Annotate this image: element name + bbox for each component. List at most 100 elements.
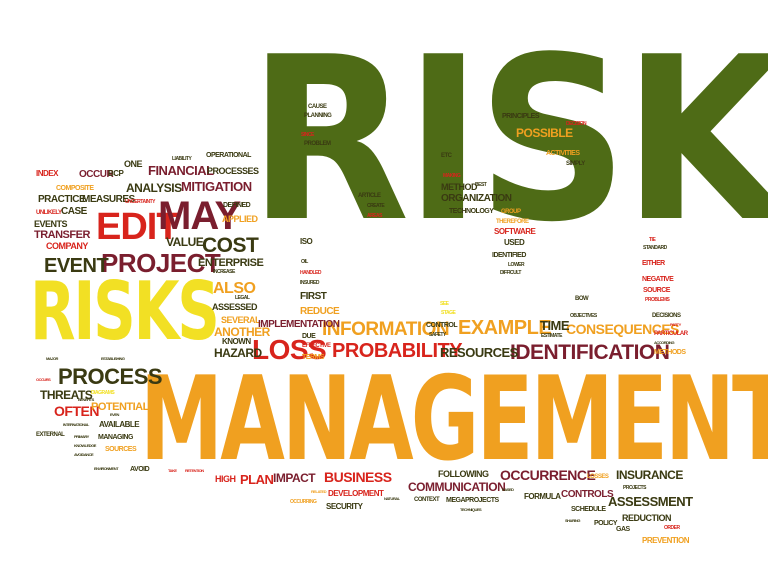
word-transfer: TRANSFER [34,229,90,241]
word-major: MAJOR [46,356,58,361]
word-may: MAY [158,194,241,238]
word-assessed: ASSESSED [212,302,258,312]
word-value: VALUE [166,235,204,249]
word-mitigation: MITIGATION [181,179,252,194]
word-prevention: PREVENTION [642,536,690,545]
word-controls: CONTROLS [561,489,614,500]
word-context: CONTEXT [414,497,440,503]
word-order: ORDER [664,525,680,531]
word-often: OFTEN [54,403,99,419]
word-benefits: BENEFITS [78,397,94,402]
word-party: PARTY [670,322,681,327]
word-since: SINCE [301,132,314,138]
word-based: BASED [502,487,514,492]
word-identification: IDENTIFICATION [510,341,670,364]
word-example: EXAMPLE [458,317,552,339]
word-implementation: IMPLEMENTATION [258,319,340,330]
word-financial: FINANCIAL [148,163,214,178]
word-process: PROCESS [58,364,163,389]
word-effective: EFFECTIVE [302,343,331,349]
word-bow: BOW [575,296,589,302]
word-avoidance: AVOIDANCE [74,452,94,457]
word-therefore: THEREFORE [496,219,529,225]
word-cost: COST [202,234,259,257]
word-cause: CAUSE [308,104,327,110]
word-source: SOURCE [643,287,670,294]
word-areas: AREAS [367,213,383,219]
word-composite: COMPOSITE [56,185,94,192]
word-primary: PRIMARY [74,434,89,439]
word-see: SEE [440,301,449,307]
word-threats: THREATS [40,388,93,402]
word-first: FIRST [300,291,327,302]
word-loss: LOSS [252,334,327,365]
word-sources: SOURCES [105,446,137,453]
word-business: BUSINESS [324,469,392,485]
word-probability: PROBABILITY [332,340,463,362]
word-resources: RESOURCES [440,345,518,360]
word-safety: SAFETY [429,332,446,338]
word-occurs: OCCURS [36,377,51,382]
word-identified: IDENTIFIED [492,252,526,259]
word-stage: STAGE [441,310,456,316]
word-potential: POTENTIAL [91,401,149,413]
word-one: ONE [124,159,143,169]
word-impact: IMPACT [273,471,316,485]
word-hazard: HAZARD [214,346,262,360]
word-used: USED [504,238,525,247]
word-uncertainty: UNCERTAINTY [125,199,155,205]
word-difficult: DIFFICULT [500,270,521,276]
word-operational: OPERATIONAL [206,152,251,159]
word-occurrence: OCCURRENCE [500,467,596,483]
word-also: ALSO [213,280,256,297]
word-article: ARTICLE [358,193,381,199]
word-avoid: AVOID [130,466,150,473]
word-either: EITHER [642,260,665,267]
word-liability: LIABILITY [172,156,192,162]
word-plan: PLAN [240,472,274,487]
word-establishing: ESTABLISHING [101,356,125,361]
word-negative: NEGATIVE [642,276,674,283]
word-decisions: DECISIONS [652,313,681,319]
word-known: KNOWN [222,337,251,346]
word-occurring: OCCURRING [290,499,317,505]
word-knowledge: KNOWLEDGE [74,443,96,448]
word-problem: PROBLEM [304,141,331,147]
word-lower: LOWER [508,262,525,268]
word-according: ACCORDING [654,340,675,345]
word-even: EVEN [110,412,119,417]
word-events: EVENTS [34,219,68,229]
word-occur: OCCUR [79,169,114,180]
word-related: RELATED [311,489,327,494]
word-insured: INSURED [300,280,320,286]
word-possible: POSSIBLE [516,126,573,140]
word-international: INTERNATIONAL [63,422,89,427]
word-organization: ORGANIZATION [441,193,512,204]
word-risks: RISKS [30,265,220,358]
word-control: CONTROL [426,322,458,329]
word-oil: OIL [301,259,308,265]
word-information: INFORMATION [322,319,450,340]
word-retention: RETENTION [185,468,204,473]
word-create: CREATE [367,203,385,209]
word-edit: EDIT [96,206,180,248]
word-problems: PROBLEMS [645,297,670,303]
word-legal: LEGAL [235,295,250,301]
word-megaprojects: MEGAPROJECTS [446,497,499,504]
word-increase: INCREASE [213,269,235,275]
word-index: INDEX [36,169,58,178]
word-natural: NATURAL [384,496,400,501]
word-reduce: REDUCE [300,306,340,317]
word-another: ANOTHER [214,325,270,339]
word-losses: LOSSES [587,474,609,480]
word-security: SECURITY [326,502,363,511]
word-particular: PARTICULAR [654,331,688,337]
word-group: GROUP [501,209,521,215]
word-project: PROJECT [101,248,221,278]
word-technology: TECHNOLOGY [449,208,494,215]
word-managing: MANAGING [98,434,133,441]
word-formula: FORMULA [524,492,561,501]
word-tie: TIE [649,237,656,243]
word-high: HIGH [215,474,236,484]
